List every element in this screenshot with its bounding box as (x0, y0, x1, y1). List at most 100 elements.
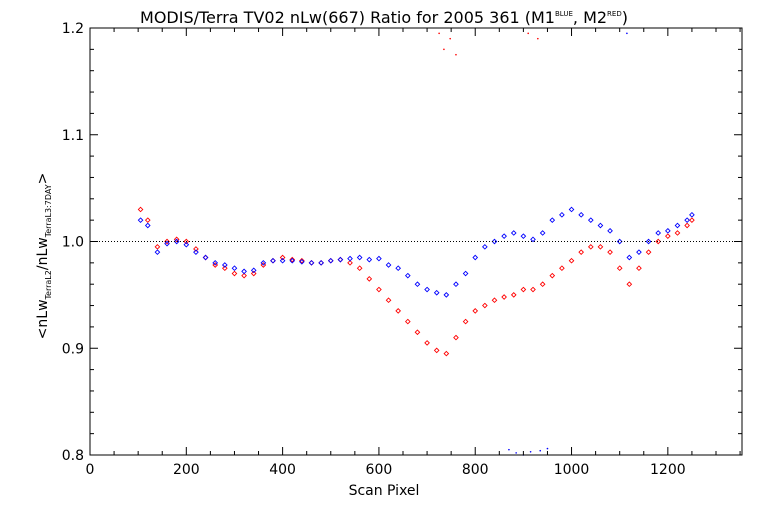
data-point-m1 (607, 227, 613, 234)
x-tick-label: 800 (462, 462, 489, 478)
data-point-m2 (433, 347, 440, 354)
y-axis-label-part2: /nLw (35, 237, 52, 271)
data-point-m2 (347, 260, 353, 266)
data-point-m2 (462, 318, 469, 325)
data-point-m1 (212, 260, 219, 266)
data-point-m2 (173, 236, 180, 243)
y-axis-label-sub2: TerraL3:7DAY (43, 184, 53, 238)
data-point-m1 (173, 238, 180, 245)
outlier-point-m1 (529, 450, 532, 453)
data-point-m1 (616, 238, 623, 245)
data-point-m2 (549, 272, 556, 279)
data-point-m1 (491, 238, 498, 245)
data-point-m2 (655, 238, 662, 245)
data-point-m1 (568, 206, 575, 213)
data-point-m2 (578, 249, 585, 256)
y-tick-label: 1.2 (62, 21, 84, 37)
data-point-m2 (472, 308, 479, 314)
outlier-point-m2 (438, 32, 440, 35)
data-point-m2 (270, 257, 276, 264)
x-tick-label: 400 (269, 462, 296, 478)
x-tick-label: 600 (366, 462, 393, 478)
data-point-m2 (501, 294, 507, 300)
data-point-m1 (308, 260, 315, 266)
data-point-m2 (231, 270, 238, 277)
data-point-m2 (154, 244, 161, 250)
outlier-point-m2 (449, 37, 451, 40)
y-tick-label: 0.8 (62, 448, 84, 464)
outlier-point-m2 (455, 53, 457, 56)
y-axis-ticks: 0.8 0.9 1.0 1.1 1.2 (62, 21, 742, 464)
x-tick-label: 1200 (650, 462, 686, 478)
data-point-m2 (616, 265, 623, 272)
data-point-m2 (482, 302, 488, 309)
data-point-m2 (568, 257, 575, 264)
data-point-m1 (424, 286, 430, 293)
data-point-m2 (212, 262, 219, 268)
data-point-m2 (520, 286, 527, 293)
data-point-m1 (154, 249, 161, 256)
data-point-m1 (347, 255, 353, 262)
data-point-m1 (684, 217, 690, 223)
data-point-m2 (221, 265, 228, 272)
data-point-m1 (414, 281, 421, 288)
data-point-m2 (453, 334, 459, 341)
data-point-m1 (674, 222, 681, 229)
data-point-m1 (279, 257, 286, 264)
data-point-m1 (559, 211, 565, 218)
data-point-m1 (395, 265, 402, 272)
data-point-m2 (491, 297, 498, 304)
data-point-m2 (144, 217, 151, 223)
data-point-m2 (356, 265, 363, 272)
data-point-m2 (366, 276, 373, 282)
data-point-m2 (250, 270, 257, 277)
y-tick-label: 1.1 (62, 128, 84, 144)
data-point-m2 (443, 350, 450, 357)
data-point-m2 (289, 256, 296, 263)
data-point-m1 (482, 244, 488, 250)
chart-title: MODIS/Terra TV02 nLw(667) Ratio for 2005… (0, 0, 768, 32)
data-point-m1 (193, 249, 199, 256)
data-point-m2 (193, 246, 199, 252)
y-axis-label-part1: <nLw (35, 299, 52, 340)
x-axis-label: Scan Pixel (348, 483, 420, 499)
data-point-m2 (299, 257, 305, 264)
data-point-m2 (395, 308, 402, 314)
data-point-m1 (337, 256, 344, 263)
data-point-m1 (164, 240, 170, 247)
outlier-point-m2 (443, 48, 445, 51)
data-point-m1 (356, 254, 363, 261)
data-point-m2 (308, 260, 315, 266)
y-tick-label: 0.9 (62, 341, 84, 357)
data-point-m1 (530, 236, 536, 243)
data-point-m2 (183, 238, 190, 245)
x-tick-label: 1000 (554, 462, 590, 478)
data-point-m1 (433, 289, 440, 296)
data-point-m1 (250, 267, 257, 274)
chart-title-sup-blue: BLUE (554, 10, 573, 18)
data-point-m1 (376, 255, 382, 262)
data-point-m1 (366, 256, 373, 263)
data-point-m2 (260, 262, 267, 268)
x-axis-ticks: 0 200 400 600 800 1000 1200 (86, 28, 741, 478)
data-point-m2 (684, 222, 690, 229)
x-tick-label: 200 (173, 462, 200, 478)
data-point-m1 (578, 211, 585, 218)
data-point-m1 (510, 230, 517, 236)
y-axis-label: <nLwTerraL2/nLwTerraL3:7DAY> (35, 173, 53, 340)
data-point-m1 (231, 265, 238, 272)
data-point-m1 (144, 222, 151, 229)
data-point-m2 (337, 256, 344, 263)
data-point-m1 (443, 292, 450, 298)
data-point-m2 (689, 217, 695, 223)
chart-title-main: MODIS/Terra TV02 nLw(667) Ratio for 2005… (140, 8, 555, 27)
data-point-m1 (404, 272, 411, 279)
data-point-m1 (655, 230, 662, 236)
data-point-m2 (597, 244, 604, 250)
data-point-m1 (327, 257, 334, 264)
data-point-m2 (587, 244, 594, 250)
data-point-m1 (202, 254, 209, 261)
data-point-m2 (202, 254, 209, 261)
data-point-m1 (472, 254, 479, 261)
outlier-point-m1 (626, 32, 628, 35)
